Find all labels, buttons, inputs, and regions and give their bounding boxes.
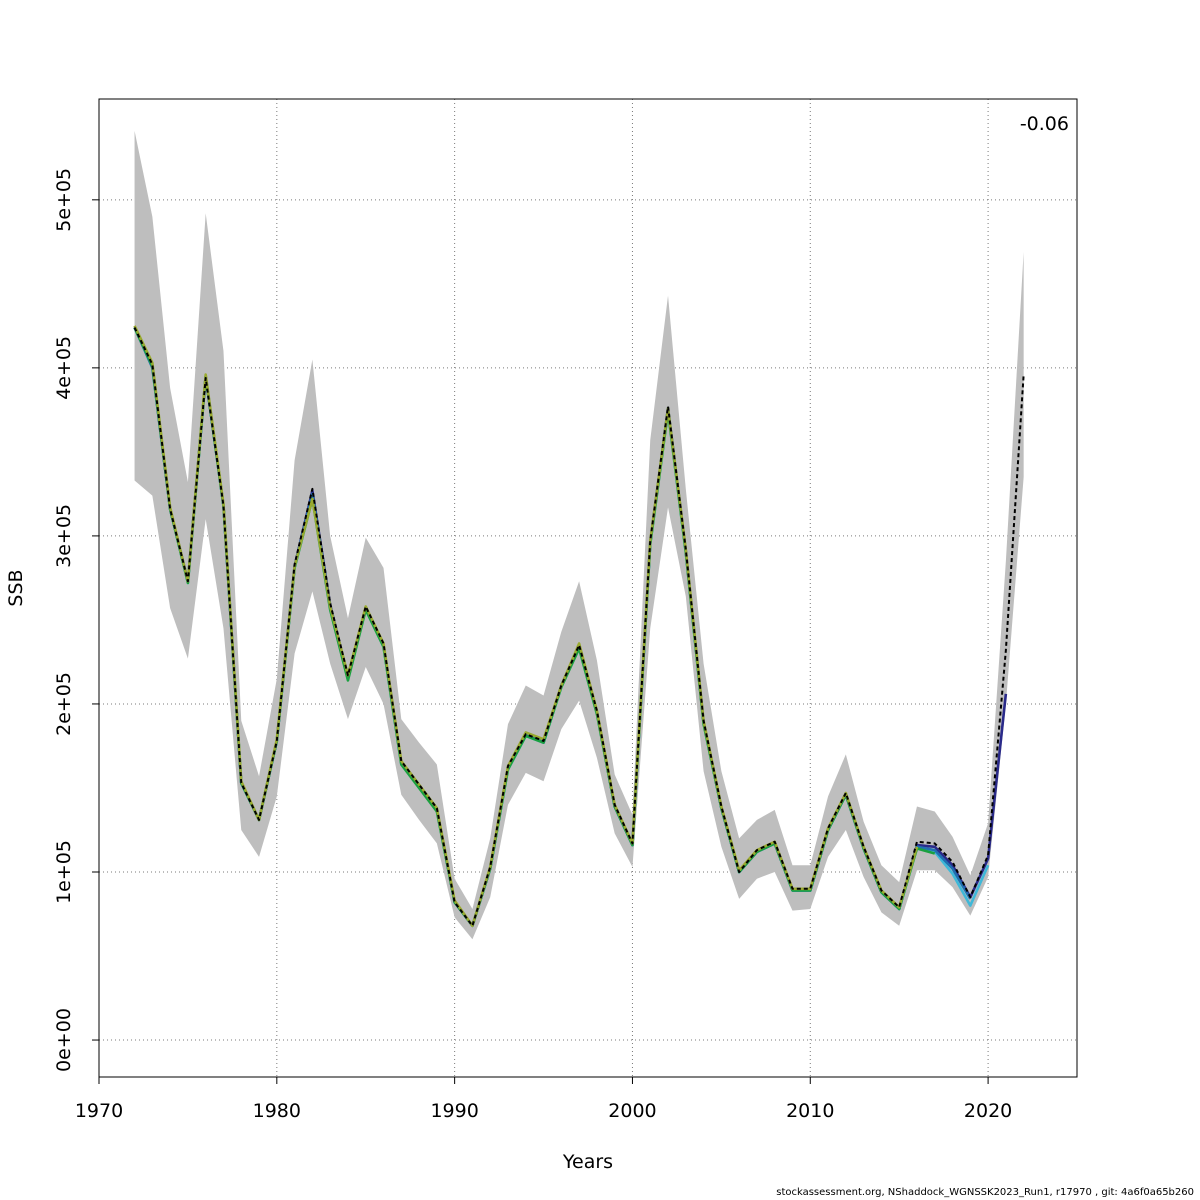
y-tick-label: 3e+05 — [53, 504, 75, 568]
x-axis: 1970 1980 1990 2000 2010 2020 — [75, 1076, 1012, 1122]
x-tick-label: 1980 — [253, 1100, 301, 1122]
x-tick-label: 2010 — [786, 1100, 834, 1122]
x-tick-label: 1990 — [430, 1100, 478, 1122]
rho-annotation: -0.06 — [1020, 113, 1069, 135]
footer-text: stockassessment.org, NShaddock_WGNSSK202… — [776, 1187, 1194, 1198]
x-tick-label: 2000 — [608, 1100, 656, 1122]
y-tick-label: 2e+05 — [53, 672, 75, 736]
y-tick-label: 5e+05 — [53, 168, 75, 232]
y-axis-label: SSB — [5, 569, 27, 606]
series-lines-group — [133, 325, 1025, 928]
confidence-band-group — [134, 130, 1024, 940]
confidence-band — [134, 130, 1024, 940]
series-line-1 — [133, 327, 1025, 927]
y-tick-label: 1e+05 — [53, 840, 75, 904]
y-tick-label: 4e+05 — [53, 336, 75, 400]
y-axis: 0e+00 1e+05 2e+05 3e+05 4e+05 5e+05 — [53, 168, 100, 1072]
x-axis-label: Years — [562, 1151, 613, 1173]
x-tick-label: 2020 — [964, 1100, 1012, 1122]
y-tick-label: 0e+00 — [53, 1008, 75, 1072]
x-tick-label: 1970 — [75, 1100, 123, 1122]
